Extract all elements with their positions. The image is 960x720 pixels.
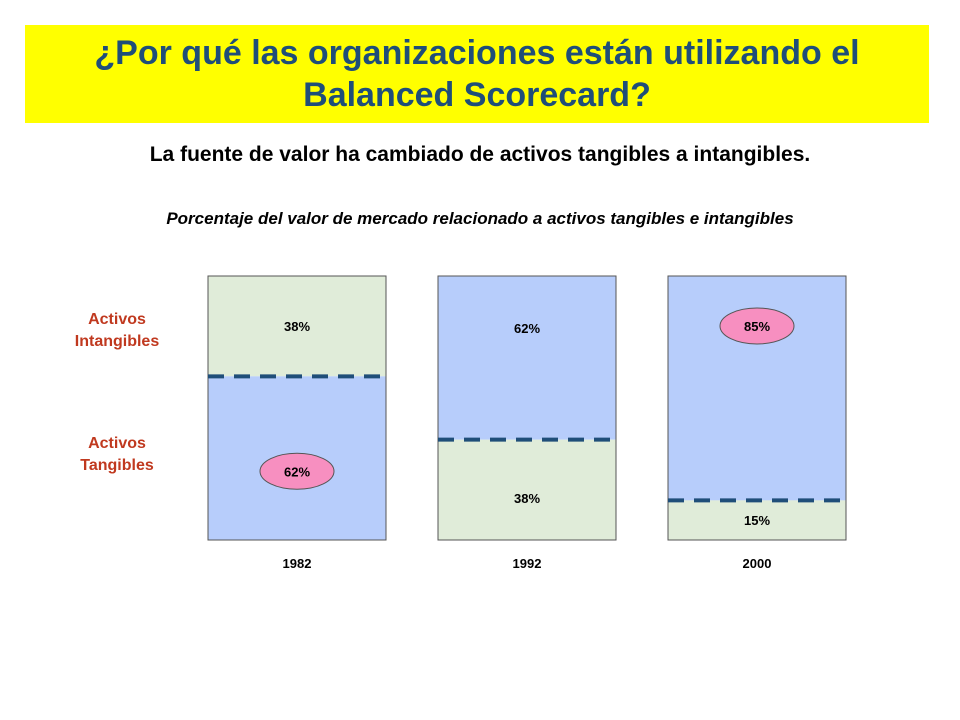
value-label-tangible-1982: 62% [284,464,310,479]
bar-tangible-1992 [438,439,616,540]
chart-title: Porcentaje del valor de mercado relacion… [166,209,794,228]
bar-outline-1982 [207,275,387,541]
legend-intangibles-line1: Activos [88,311,146,328]
value-label-intangible-2000-highlight [719,307,795,345]
subtitle: La fuente de valor ha cambiado de activo… [149,143,811,166]
x-tick-label-1982: 1982 [283,556,312,571]
legend-tangibles-line2: Tangibles [80,457,154,474]
bar-intangible-1992 [438,276,616,440]
bar-tangible-2000 [668,500,846,540]
value-label-tangible-1982-highlight [259,452,335,490]
x-tick-label-1992: 1992 [513,556,542,571]
title-line-1: ¿Por qué las organizaciones están utiliz… [94,34,860,72]
title-banner: ¿Por qué las organizaciones están utiliz… [25,25,929,123]
legend-intangibles-label: Activos Intangibles [52,309,182,353]
value-label-tangible-1992: 38% [514,491,540,506]
value-label-tangible-2000: 15% [744,513,770,528]
bar-outline-1992 [437,275,617,541]
value-label-intangible-1992: 62% [514,321,540,336]
legend-intangibles-line2: Intangibles [74,333,160,350]
x-tick-label-2000: 2000 [743,556,772,571]
legend-tangibles-label: Activos Tangibles [52,433,182,477]
bar-outline-2000 [667,275,847,541]
value-label-intangible-2000: 85% [744,319,770,334]
bar-intangible-1982 [208,276,386,377]
title-line-2: Balanced Scorecard? [303,76,651,114]
value-label-intangible-1982: 38% [284,319,310,334]
legend-tangibles-line1: Activos [88,435,146,452]
